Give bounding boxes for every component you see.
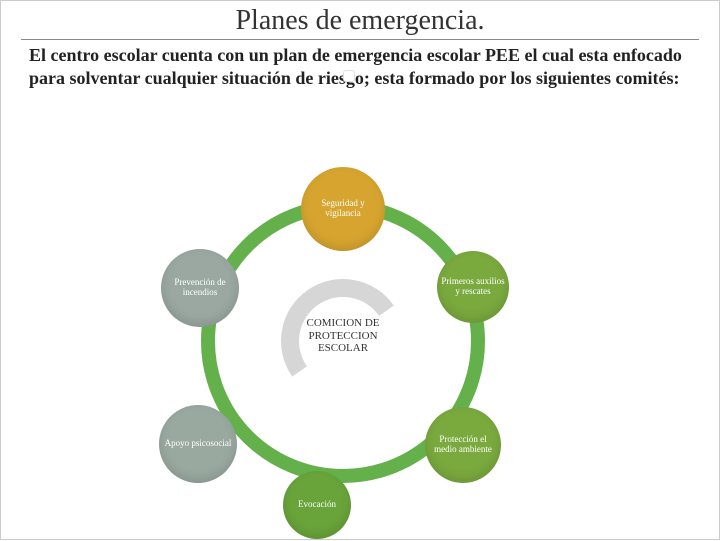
node-label: Prevención de incendios bbox=[165, 278, 235, 298]
center-label: COMICION DE PROTECCION ESCOLAR bbox=[295, 317, 391, 355]
node-label: Apoyo psicosocial bbox=[165, 439, 232, 449]
description-text: El centro escolar cuenta con un plan de … bbox=[1, 40, 719, 89]
node-prevencion: Prevención de incendios bbox=[161, 249, 239, 327]
node-label: Seguridad y vigilancia bbox=[305, 199, 381, 219]
node-primeros: Primeros auxilios y rescates bbox=[437, 251, 509, 323]
cycle-diagram: COMICION DE PROTECCION ESCOLAR Seguridad… bbox=[1, 121, 720, 541]
deco-box-icon bbox=[343, 70, 355, 82]
slide: Planes de emergencia. El centro escolar … bbox=[0, 0, 720, 540]
node-evocacion: Evocación bbox=[283, 471, 351, 539]
page-title: Planes de emergencia. bbox=[1, 1, 719, 37]
node-label: Evocación bbox=[298, 500, 336, 510]
node-label: Protección el medio ambiente bbox=[429, 435, 497, 455]
node-proteccion: Protección el medio ambiente bbox=[425, 407, 501, 483]
node-label: Primeros auxilios y rescates bbox=[441, 277, 505, 297]
node-apoyo: Apoyo psicosocial bbox=[159, 405, 237, 483]
node-seguridad: Seguridad y vigilancia bbox=[301, 167, 385, 251]
